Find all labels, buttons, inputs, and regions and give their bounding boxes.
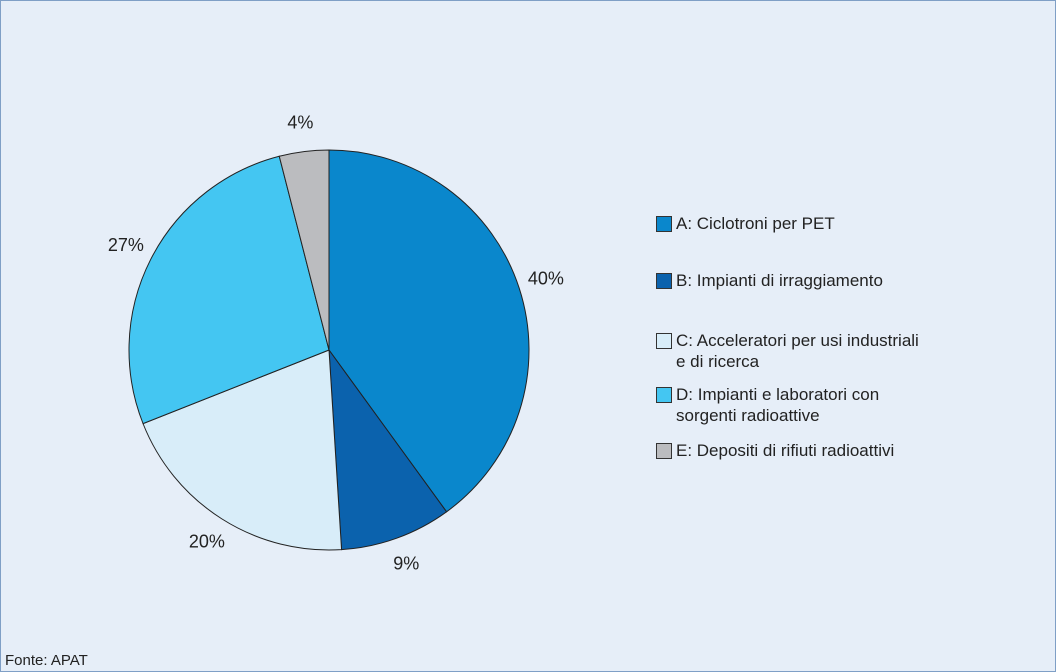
pie-slice <box>278 149 330 351</box>
data-label: 27% <box>108 235 144 255</box>
legend-item: E: Depositi di rifiuti radioattivi <box>656 440 894 461</box>
legend-label: B: Impianti di irraggiamento <box>676 271 883 290</box>
legend-item: B: Impianti di irraggiamento <box>656 270 883 291</box>
legend-item: D: Impianti e laboratori con sorgenti ra… <box>656 384 879 426</box>
legend-label: D: Impianti e laboratori con sorgenti ra… <box>676 385 880 425</box>
pie-slice <box>142 349 343 551</box>
legend-swatch <box>656 216 672 232</box>
legend-swatch <box>656 387 672 403</box>
data-label: 40% <box>528 268 564 288</box>
legend-label: A: Ciclotroni per PET <box>676 214 835 233</box>
data-label: 4% <box>287 113 313 133</box>
pie-slice <box>128 155 330 425</box>
pie-slice <box>328 149 530 513</box>
legend-item: A: Ciclotroni per PET <box>656 213 835 234</box>
source-note: Fonte: APAT <box>5 652 88 669</box>
data-label: 20% <box>189 531 225 551</box>
legend-swatch <box>656 273 672 289</box>
legend-item: C: Acceleratori per usi industriali e di… <box>656 330 919 372</box>
legend-label: E: Depositi di rifiuti radioattivi <box>676 441 895 460</box>
legend-swatch <box>656 333 672 349</box>
data-label: 9% <box>393 553 419 573</box>
pie-slice <box>328 348 448 551</box>
legend-label: C: Acceleratori per usi industriali e di… <box>676 331 919 371</box>
legend-swatch <box>656 443 672 459</box>
